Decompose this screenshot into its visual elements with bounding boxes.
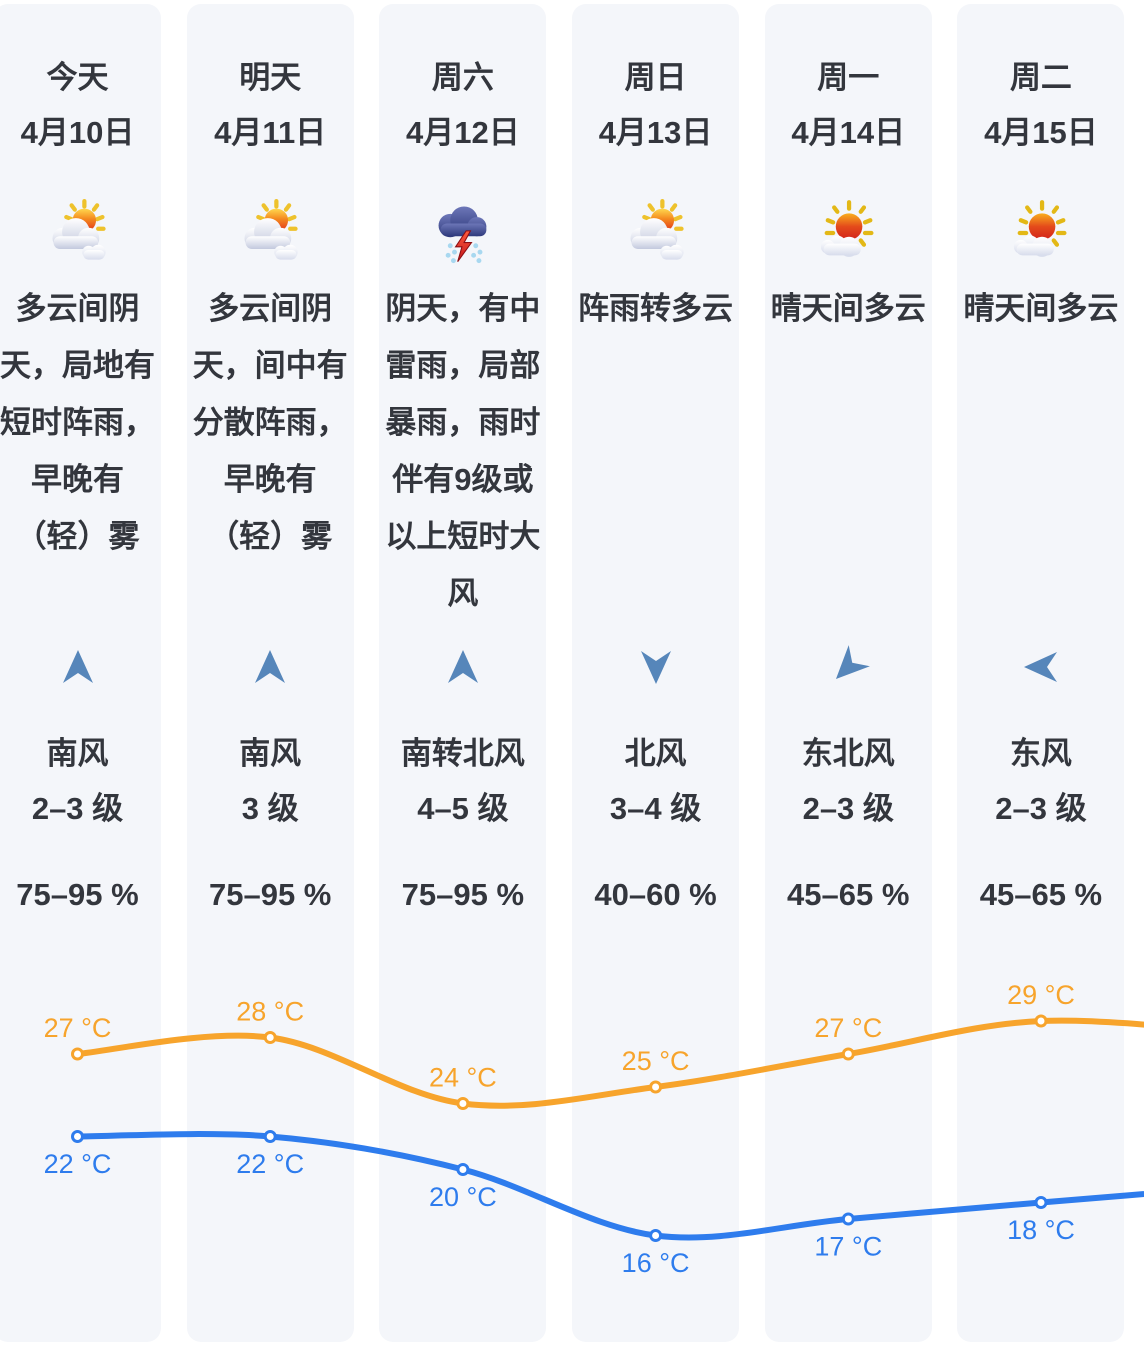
- wind-direction-label: 东风: [1009, 736, 1072, 771]
- wind-arrow-icon: [443, 647, 483, 687]
- condition-line: 晴天间多云: [963, 291, 1119, 326]
- date-label: 4月12日: [406, 115, 520, 150]
- condition-line: 早晚有: [31, 462, 124, 497]
- wind-level-label: 4–5 级: [417, 791, 509, 826]
- thunderstorm-icon: [429, 199, 497, 267]
- forecast-board: 今天 4月10日 多云间阴 天，局地有 短时阵雨， 早晚有 （轻）雾 南风 2–3 级 …: [0, 4, 1125, 1342]
- condition-line: 天，间中有: [192, 348, 348, 383]
- date-label: 4月15日: [984, 115, 1098, 150]
- condition-line: （轻）雾: [208, 519, 333, 554]
- forecast-day-card[interactable]: 周二 4月15日 晴天间多云 东风 2–3 级 45–65 %: [957, 4, 1125, 1342]
- humidity-value: 40–60 %: [594, 877, 717, 912]
- wind-arrow-icon: [820, 639, 877, 696]
- forecast-day-card[interactable]: 明天 4月11日 多云间阴天，间中有分散阵雨， 早晚有 （轻）雾 南风 3 级 75…: [186, 4, 354, 1342]
- humidity-value: 75–95 %: [401, 877, 525, 912]
- condition-text: 晴天间多云: [957, 280, 1124, 337]
- wind-level-label: 3 级: [241, 791, 299, 826]
- sun-with-small-cloud-icon: [814, 199, 882, 267]
- sun-with-small-cloud-icon: [1007, 199, 1075, 267]
- condition-line: 雷雨，局部: [385, 348, 541, 383]
- condition-line: 短时阵雨，: [0, 405, 155, 440]
- sun-behind-large-cloud-icon: [236, 199, 304, 267]
- wind-direction-label: 南风: [46, 736, 109, 771]
- wind-direction-label: 北风: [624, 736, 687, 771]
- day-label: 周一: [817, 60, 880, 95]
- condition-line: 多云间阴: [208, 291, 333, 326]
- condition-line: 阵雨转多云: [578, 291, 734, 326]
- condition-line: 伴有9级或: [392, 462, 534, 497]
- wind-direction-label: 南风: [239, 736, 302, 771]
- sun-behind-large-cloud-icon: [44, 199, 112, 267]
- date-label: 4月10日: [20, 115, 135, 150]
- wind-level-label: 2–3 级: [995, 791, 1087, 826]
- forecast-day-card[interactable]: 周日 4月13日 阵雨转多云 北风 3–4 级 40–60 %: [572, 4, 740, 1342]
- wind-arrow-icon: [1021, 647, 1061, 687]
- condition-line: 暴雨，雨时: [385, 405, 541, 440]
- wind-level-label: 3–4 级: [609, 791, 702, 826]
- date-label: 4月13日: [598, 115, 713, 150]
- humidity-value: 75–95 %: [16, 877, 139, 912]
- condition-line: 阴天，有中: [385, 291, 541, 326]
- condition-line: 分散阵雨，: [192, 405, 348, 440]
- condition-line: 风: [447, 576, 479, 611]
- condition-text: 多云间阴天，间中有分散阵雨， 早晚有 （轻）雾: [187, 280, 354, 565]
- condition-text: 多云间阴天，局地有短时阵雨， 早晚有 （轻）雾: [0, 280, 161, 565]
- day-label: 周二: [1009, 60, 1072, 95]
- day-label: 周六: [431, 60, 494, 95]
- wind-direction-label: 南转北风: [400, 736, 525, 771]
- condition-text: 阵雨转多云: [572, 280, 739, 337]
- day-label: 周日: [624, 60, 687, 95]
- wind-arrow-icon: [250, 647, 290, 687]
- humidity-value: 75–95 %: [208, 877, 332, 912]
- forecast-day-card[interactable]: 周六 4月12日 阴天，有中雷雨，局部暴雨，雨时伴有9级或以上短时大风 南转北风…: [379, 4, 547, 1342]
- wind-level-label: 2–3 级: [802, 791, 894, 826]
- condition-line: 天，局地有: [0, 348, 155, 383]
- day-label: 明天: [239, 60, 302, 95]
- condition-line: 晴天间多云: [770, 291, 926, 326]
- date-label: 4月14日: [791, 115, 906, 150]
- wind-direction-label: 东北风: [801, 736, 895, 771]
- condition-line: 多云间阴: [15, 291, 140, 326]
- sun-behind-large-cloud-icon: [622, 199, 690, 267]
- forecast-day-card[interactable]: 周一 4月14日 晴天间多云 东北风 2–3 级 45–65 %: [764, 4, 932, 1342]
- condition-line: 以上短时大: [385, 519, 541, 554]
- humidity-value: 45–65 %: [787, 877, 910, 912]
- humidity-value: 45–65 %: [979, 877, 1103, 912]
- condition-line: （轻）雾: [15, 519, 140, 554]
- wind-level-label: 2–3 级: [31, 791, 124, 826]
- condition-text: 晴天间多云: [765, 280, 932, 337]
- condition-line: 早晚有: [223, 462, 317, 497]
- wind-arrow-icon: [58, 647, 98, 687]
- date-label: 4月11日: [214, 115, 327, 150]
- wind-arrow-icon: [636, 647, 676, 687]
- condition-text: 阴天，有中雷雨，局部暴雨，雨时伴有9级或以上短时大风: [379, 280, 546, 622]
- forecast-day-card[interactable]: 今天 4月10日 多云间阴 天，局地有 短时阵雨， 早晚有 （轻）雾 南风 2–3 级 …: [0, 4, 161, 1342]
- day-label: 今天: [46, 60, 109, 95]
